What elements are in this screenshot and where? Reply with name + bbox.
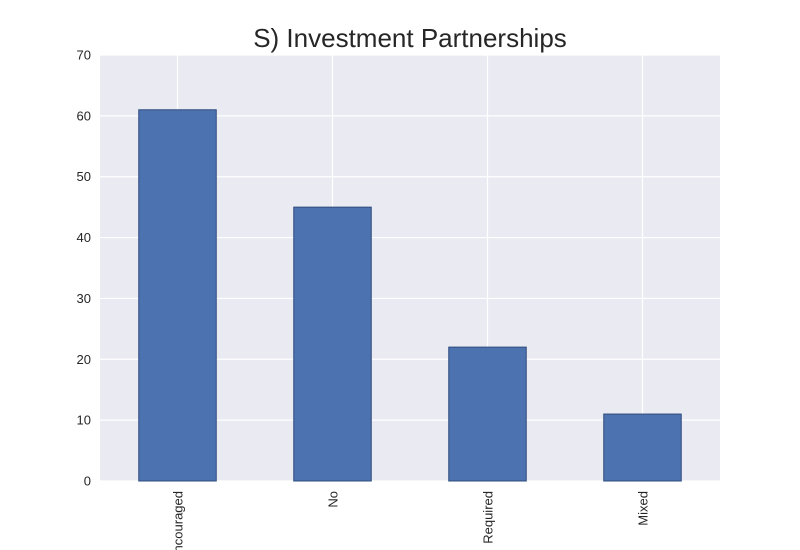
y-tick-label: 20 bbox=[77, 352, 91, 367]
x-tick-label: No bbox=[326, 491, 341, 508]
y-tick-label: 10 bbox=[77, 413, 91, 428]
bar-no bbox=[293, 206, 372, 482]
bar-encouraged bbox=[138, 109, 217, 482]
x-tick-label: Encouraged bbox=[171, 491, 186, 550]
bar-mixed bbox=[603, 413, 682, 482]
y-tick-label: 70 bbox=[77, 48, 91, 63]
bar-required bbox=[448, 346, 527, 482]
y-tick-label: 60 bbox=[77, 108, 91, 123]
y-tick-label: 50 bbox=[77, 169, 91, 184]
y-axis-ticks: 0 10 20 30 40 50 60 70 bbox=[77, 48, 91, 489]
x-tick-label: Mixed bbox=[636, 491, 651, 526]
chart-title: S) Investment Partnerships bbox=[253, 23, 567, 53]
y-tick-label: 30 bbox=[77, 291, 91, 306]
x-axis-ticks: Encouraged No Required Mixed bbox=[171, 491, 651, 550]
x-tick-label: Required bbox=[481, 491, 496, 544]
y-tick-label: 40 bbox=[77, 230, 91, 245]
y-tick-label: 0 bbox=[84, 474, 91, 489]
bars bbox=[138, 109, 682, 482]
